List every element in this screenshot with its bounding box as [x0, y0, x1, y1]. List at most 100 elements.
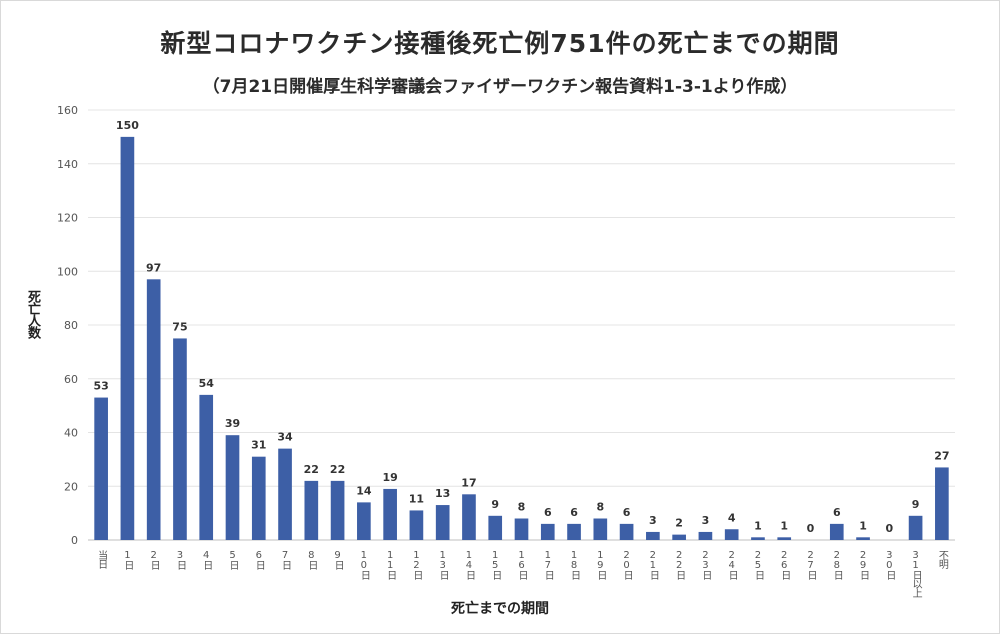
bar	[199, 394, 214, 540]
x-tick-label: 2日	[148, 550, 159, 570]
x-tick-label: 3日	[174, 550, 185, 570]
bar	[540, 523, 555, 540]
x-tick-label: 17日	[542, 550, 553, 580]
x-tick-label: 11日	[385, 550, 396, 580]
bar	[751, 537, 765, 540]
data-label: 13	[435, 487, 450, 500]
x-tick-label: 8日	[306, 550, 317, 570]
data-label: 75	[172, 320, 187, 333]
data-label: 3	[702, 514, 710, 527]
bar	[120, 136, 135, 540]
x-tick-label: 5日	[227, 550, 238, 570]
data-label: 11	[409, 492, 424, 505]
data-label: 9	[912, 498, 920, 511]
data-label: 97	[146, 261, 161, 274]
data-label: 0	[807, 522, 815, 535]
x-tick-label: 12日	[411, 550, 422, 580]
x-tick-label: 29日	[858, 550, 869, 580]
x-tick-label: 15日	[490, 550, 501, 580]
data-label: 34	[277, 431, 293, 444]
bar	[672, 534, 686, 540]
x-tick-label: 14日	[463, 550, 474, 580]
y-tick-label: 40	[64, 427, 78, 440]
bar	[724, 529, 739, 540]
data-label: 39	[225, 417, 240, 430]
x-tick-label: 21日	[647, 550, 658, 580]
bar	[409, 510, 424, 540]
data-label: 6	[623, 506, 631, 519]
x-tick-label: 24日	[726, 550, 737, 580]
bar	[935, 467, 949, 540]
bar	[94, 397, 108, 540]
y-tick-label: 60	[64, 373, 78, 386]
data-label: 31	[251, 439, 266, 452]
bar	[593, 518, 608, 540]
y-tick-label: 100	[57, 265, 78, 278]
data-label: 14	[356, 484, 372, 497]
bar	[777, 537, 792, 540]
data-label: 6	[833, 506, 841, 519]
bar	[619, 523, 634, 540]
data-label: 22	[330, 463, 345, 476]
y-tick-label: 120	[57, 212, 78, 225]
bar	[383, 488, 397, 540]
data-label: 8	[596, 501, 604, 514]
bar	[646, 531, 660, 540]
bar	[146, 279, 161, 540]
chart-subtitle: （7月21日開催厚生科学審議会ファイザーワクチン報告資料1-3-1より作成）	[202, 77, 798, 97]
bar	[304, 480, 319, 540]
x-tick-label: 26日	[779, 550, 790, 580]
bar	[514, 518, 529, 540]
x-tick-label: 18日	[569, 550, 580, 580]
bar	[435, 505, 450, 540]
data-label: 1	[859, 519, 867, 532]
data-label: 150	[116, 119, 139, 132]
x-tick-label: 10日	[358, 550, 369, 580]
x-tick-label: 25日	[752, 550, 763, 580]
bar	[856, 537, 870, 540]
x-tick-label: 不明	[936, 550, 948, 570]
data-label: 22	[304, 463, 319, 476]
data-label: 53	[93, 380, 108, 393]
bar	[698, 531, 713, 540]
data-label: 0	[885, 522, 893, 535]
y-tick-label: 20	[64, 480, 78, 493]
bar	[829, 523, 844, 540]
y-axis-label: 死亡人数	[25, 290, 40, 338]
x-tick-label: 7日	[280, 550, 291, 570]
x-tick-label: 20日	[621, 550, 632, 580]
y-tick-label: 140	[57, 158, 78, 171]
x-tick-label: 1日	[122, 550, 133, 570]
bar	[357, 502, 371, 540]
y-tick-label: 160	[57, 104, 78, 117]
bar	[330, 480, 345, 540]
x-axis-label: 死亡までの期間	[451, 601, 549, 617]
x-tick-label: 22日	[674, 550, 685, 580]
bar	[567, 523, 581, 540]
data-label: 54	[199, 377, 215, 390]
bar	[278, 448, 292, 540]
bar	[488, 515, 503, 540]
x-tick-label: 23日	[700, 550, 711, 580]
data-label: 27	[934, 449, 949, 462]
x-tick-label: 27日	[805, 550, 816, 580]
x-tick-label: 30日	[884, 550, 895, 580]
bar	[462, 494, 476, 540]
bar	[173, 338, 187, 540]
chart-title: 新型コロナワクチン接種後死亡例751件の死亡までの期間	[160, 29, 840, 58]
data-label: 6	[570, 506, 578, 519]
x-tick-label: 4日	[201, 550, 212, 570]
y-tick-label: 80	[64, 319, 78, 332]
bar	[908, 515, 923, 540]
x-tick-label: 6日	[253, 550, 264, 570]
data-label: 9	[491, 498, 499, 511]
x-tick-label: 19日	[595, 550, 606, 580]
x-tick-label: 9日	[332, 550, 343, 570]
x-tick-label: 13日	[437, 550, 448, 580]
data-label: 3	[649, 514, 657, 527]
data-label: 8	[518, 501, 526, 514]
x-tick-label: 31日以上	[910, 550, 922, 598]
data-label: 19	[382, 471, 397, 484]
bar	[225, 435, 240, 540]
data-label: 17	[461, 476, 476, 489]
